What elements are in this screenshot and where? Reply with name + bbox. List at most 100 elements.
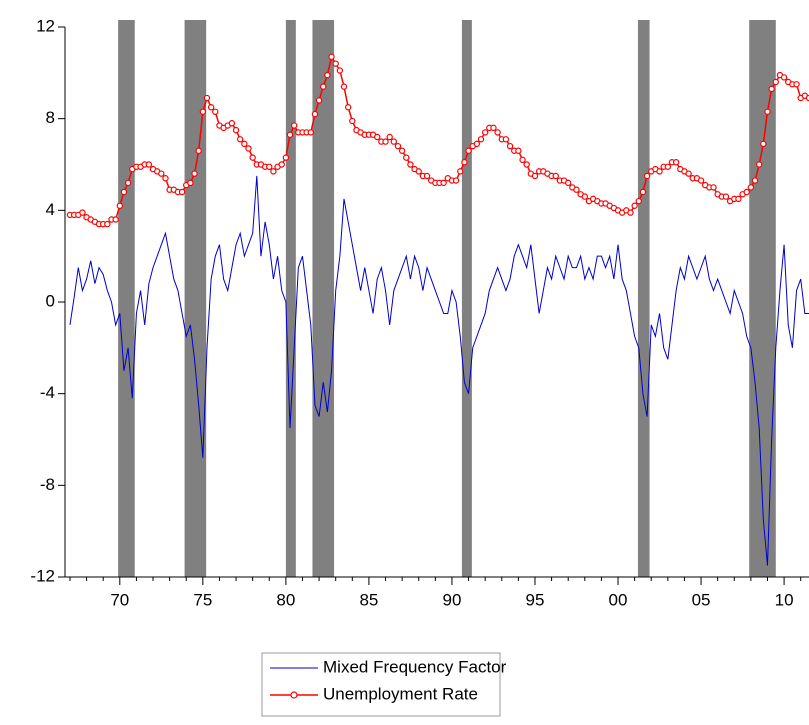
series-marker [531,172,539,180]
series-marker [386,133,393,141]
series-marker [635,197,642,205]
plot-area [66,20,809,577]
series-marker [523,161,530,168]
series-marker [747,184,755,191]
recession-band [312,20,335,577]
series-marker [755,161,763,168]
x-tick-label: 70 [110,590,129,609]
x-tick-label: 90 [442,590,461,609]
series-marker [332,60,339,67]
x-tick-label: 80 [276,590,295,609]
series-marker [278,161,285,168]
series-marker [336,67,344,74]
series-marker [249,154,256,161]
series-marker [307,129,314,136]
series-marker [519,156,526,164]
recession-band [461,20,472,577]
series-marker [390,138,398,145]
series-marker [241,140,248,148]
series-marker [672,159,680,166]
series-marker [187,179,194,187]
series-marker [212,108,219,115]
series-marker [494,129,501,136]
series-marker [191,170,198,177]
series-marker [311,110,319,118]
series-marker [116,202,124,209]
series-marker [79,209,86,216]
series-marker [760,140,767,148]
x-tick-label: 85 [359,590,378,609]
axes: 12 8 4 0 -4 -8 -12 70 75 80 85 90 95 00 05 10 [30,16,809,609]
series-marker [764,108,771,115]
series-marker [112,216,119,223]
series-marker [664,163,672,170]
series-marker [506,142,514,150]
x-tick-label: 10 [775,590,794,609]
y-tick-label: -4 [40,383,55,402]
recession-band [285,20,296,577]
series-marker [793,81,800,88]
series-marker [349,117,356,125]
series-marker [697,177,705,184]
series-marker [145,161,153,168]
series-marker [552,172,559,180]
legend-box [261,652,501,717]
y-tick-label: 12 [36,16,55,35]
series-marker [473,140,481,148]
legend-label: Mixed Frequency Factor [323,657,507,676]
series-marker [415,168,422,175]
series-marker [423,172,431,180]
x-tick-label: 00 [609,590,628,609]
x-tick-label: 75 [193,590,212,609]
series-marker [245,145,252,152]
series-marker [627,209,634,216]
series-marker [768,85,775,93]
series-marker [282,154,290,161]
series-marker [751,177,759,184]
recession-band [637,20,650,577]
series-marker [328,53,335,60]
series-marker [477,136,485,143]
series-marker [104,220,111,228]
series-marker [407,161,414,168]
series-marker [631,202,638,209]
series-marker [465,147,472,154]
series-marker [320,83,327,90]
series-marker [232,126,240,134]
series-marker [203,94,211,102]
series-marker [573,186,580,193]
series-marker [490,124,497,132]
series-marker [344,104,352,111]
series-marker [735,195,742,203]
series-line [69,175,809,566]
series-marker [270,168,277,175]
legend-label: Unemployment Rate [323,684,478,703]
series-marker [124,179,132,187]
series-marker [564,179,572,187]
series-marker [440,179,447,187]
series-marker [207,104,215,111]
y-tick-label: -8 [40,475,55,494]
series-marker [158,170,165,177]
series-marker [403,154,410,161]
recession-band [184,20,207,577]
series-marker [394,142,402,150]
series-marker [581,193,589,200]
legend: Mixed Frequency Factor Unemployment Rate [261,652,507,717]
series-marker [481,129,489,136]
x-tick-label: 05 [692,590,711,609]
series-marker [120,188,128,196]
series-marker [780,74,788,81]
series-marker [340,83,348,90]
series-marker [722,193,730,200]
legend-marker [290,691,298,699]
series-marker [237,136,244,143]
recession-band [118,20,135,577]
series-marker [266,163,273,170]
series-marker [290,122,298,129]
series-marker [398,147,406,154]
series-marker [452,177,460,184]
series-marker [639,188,647,196]
